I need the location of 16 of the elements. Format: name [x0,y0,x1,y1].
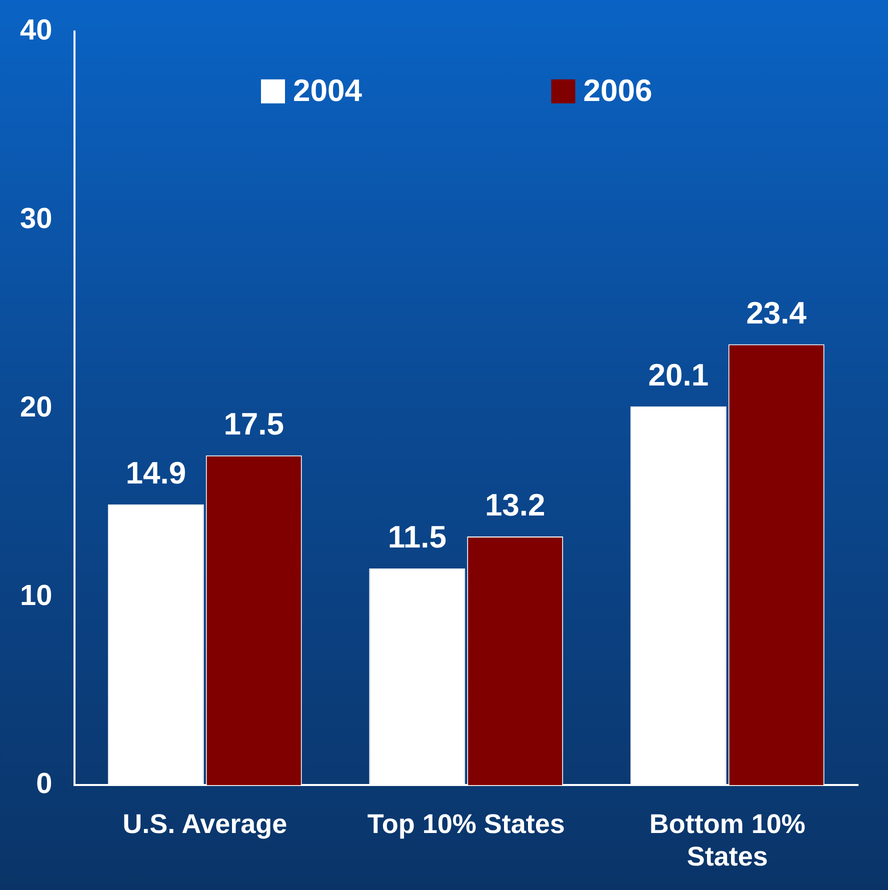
x-tick-label: Bottom 10% States [649,808,806,872]
y-tick-label: 0 [36,768,52,800]
data-label: 23.4 [746,295,808,330]
y-tick-label: 40 [20,14,52,46]
x-tick-label: Top 10% States [367,808,565,839]
data-label: 14.9 [126,455,186,490]
data-label: 11.5 [388,520,446,555]
legend-label: 2004 [292,72,363,108]
x-tick-label: U.S. Average [122,808,288,839]
y-tick-label: 20 [20,391,52,424]
legend-label: 2006 [583,72,652,108]
y-tick-label: 30 [20,202,52,235]
data-label: 13.2 [484,487,546,522]
y-tick-label: 10 [20,580,52,612]
data-label: 17.5 [224,406,284,442]
data-label: 20.1 [648,357,709,392]
